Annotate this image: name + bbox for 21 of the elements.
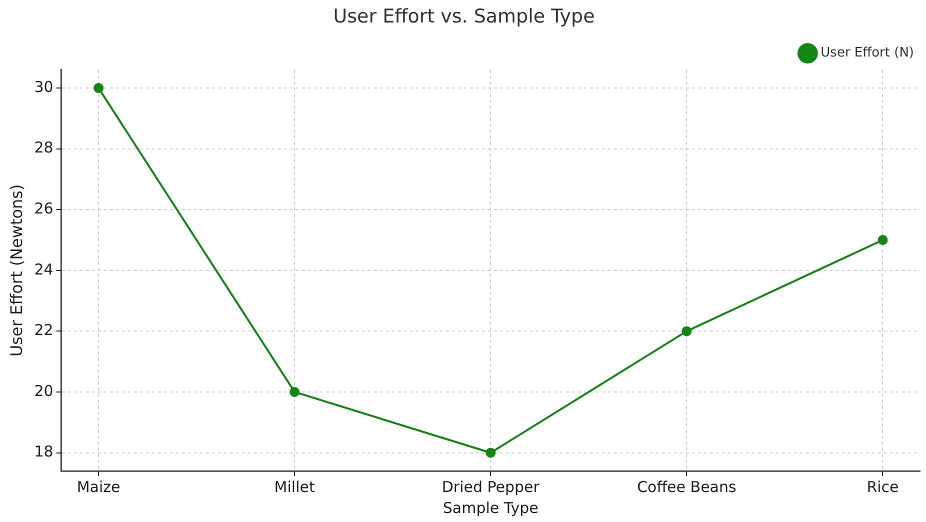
point — [486, 448, 496, 458]
point — [290, 386, 300, 397]
x-tick-label: Maize — [76, 478, 120, 496]
x-tick-label: Millet — [274, 478, 315, 496]
chart-title: User Effort vs. Sample Type — [333, 5, 595, 28]
y-tick-label: 26 — [34, 200, 54, 218]
legend-label: User Effort (N) — [820, 46, 914, 61]
y-axis-title: User Effort (Newtons) — [6, 184, 26, 357]
y-tick-label: 24 — [34, 260, 54, 278]
point — [682, 326, 692, 336]
x-tick-label: Rice — [866, 478, 899, 496]
y-tick-label: 30 — [34, 78, 54, 96]
y-tick-label: 28 — [34, 138, 54, 157]
x-axis-title: Sample Type — [442, 498, 538, 517]
y-tick-label: 18 — [34, 442, 54, 461]
y-tick-label: 22 — [34, 321, 54, 340]
x-tick-label: Dried Pepper — [442, 478, 540, 496]
x-tick-label: Coffee Beans — [637, 478, 736, 496]
y-tick-label: 20 — [34, 382, 54, 400]
point — [878, 235, 888, 246]
point — [94, 83, 104, 94]
